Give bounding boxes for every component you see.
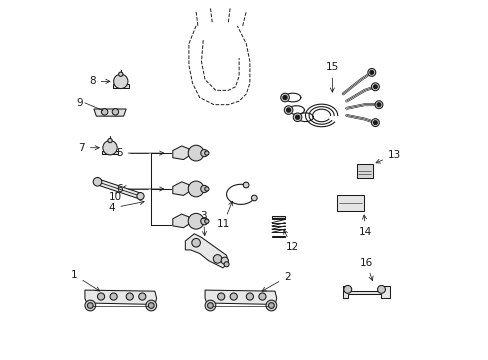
Text: 5: 5 bbox=[116, 148, 163, 158]
Circle shape bbox=[126, 293, 133, 300]
Circle shape bbox=[376, 103, 380, 107]
Text: 12: 12 bbox=[283, 230, 298, 252]
Circle shape bbox=[148, 303, 154, 309]
Circle shape bbox=[230, 293, 237, 300]
Circle shape bbox=[373, 121, 377, 125]
Circle shape bbox=[201, 218, 207, 225]
Polygon shape bbox=[172, 214, 188, 228]
Polygon shape bbox=[102, 150, 118, 154]
Bar bbox=[336, 195, 363, 211]
Circle shape bbox=[113, 74, 128, 89]
Text: 9: 9 bbox=[76, 98, 83, 108]
Circle shape bbox=[284, 106, 292, 114]
Circle shape bbox=[188, 145, 203, 161]
Circle shape bbox=[371, 119, 379, 127]
Text: 15: 15 bbox=[325, 62, 338, 92]
Circle shape bbox=[268, 303, 274, 309]
Circle shape bbox=[367, 68, 375, 76]
Text: 8: 8 bbox=[89, 76, 110, 86]
Text: 10: 10 bbox=[109, 192, 122, 202]
Circle shape bbox=[246, 293, 253, 300]
Polygon shape bbox=[85, 290, 156, 305]
Circle shape bbox=[369, 71, 373, 75]
Circle shape bbox=[137, 193, 144, 200]
Text: 3: 3 bbox=[200, 211, 206, 235]
Circle shape bbox=[221, 257, 228, 264]
Text: 2: 2 bbox=[262, 272, 290, 291]
Circle shape bbox=[213, 255, 222, 263]
Text: 1: 1 bbox=[71, 270, 100, 291]
Circle shape bbox=[265, 300, 276, 311]
Circle shape bbox=[295, 115, 299, 120]
Circle shape bbox=[85, 300, 96, 311]
Circle shape bbox=[102, 140, 117, 155]
Circle shape bbox=[108, 138, 112, 143]
Circle shape bbox=[224, 262, 228, 267]
Circle shape bbox=[280, 93, 289, 102]
Circle shape bbox=[110, 293, 117, 300]
Text: 6: 6 bbox=[116, 184, 163, 194]
Polygon shape bbox=[94, 109, 126, 116]
Text: 7: 7 bbox=[78, 143, 99, 153]
Bar bbox=[271, 216, 285, 218]
Circle shape bbox=[286, 108, 290, 112]
Bar bbox=[271, 235, 285, 237]
Circle shape bbox=[204, 219, 208, 224]
Circle shape bbox=[101, 109, 108, 115]
Circle shape bbox=[145, 300, 156, 311]
Circle shape bbox=[97, 293, 104, 300]
Text: 16: 16 bbox=[359, 258, 372, 280]
Circle shape bbox=[258, 293, 265, 300]
Circle shape bbox=[188, 213, 203, 229]
Bar bbox=[356, 164, 372, 178]
Circle shape bbox=[374, 101, 382, 109]
Text: 13: 13 bbox=[375, 150, 400, 163]
Polygon shape bbox=[172, 182, 188, 195]
Circle shape bbox=[243, 182, 248, 188]
Circle shape bbox=[293, 113, 301, 122]
Circle shape bbox=[373, 85, 377, 89]
Polygon shape bbox=[113, 84, 128, 88]
Circle shape bbox=[119, 72, 122, 76]
Circle shape bbox=[343, 285, 351, 293]
Polygon shape bbox=[172, 146, 188, 159]
Circle shape bbox=[377, 285, 385, 293]
Circle shape bbox=[204, 151, 208, 155]
Circle shape bbox=[251, 195, 257, 201]
Polygon shape bbox=[343, 286, 389, 298]
Circle shape bbox=[204, 300, 215, 311]
Circle shape bbox=[87, 303, 93, 309]
Polygon shape bbox=[204, 290, 276, 305]
Circle shape bbox=[282, 95, 286, 100]
Circle shape bbox=[201, 149, 207, 157]
Circle shape bbox=[217, 293, 224, 300]
Circle shape bbox=[188, 181, 203, 197]
Circle shape bbox=[204, 187, 208, 191]
Circle shape bbox=[93, 177, 102, 186]
Circle shape bbox=[191, 238, 200, 247]
Circle shape bbox=[371, 83, 379, 91]
Text: 11: 11 bbox=[216, 201, 232, 229]
Circle shape bbox=[207, 303, 213, 309]
Text: 4: 4 bbox=[108, 201, 144, 213]
Circle shape bbox=[201, 185, 207, 193]
Text: 14: 14 bbox=[359, 215, 372, 237]
Polygon shape bbox=[185, 234, 228, 268]
Circle shape bbox=[112, 109, 119, 115]
Circle shape bbox=[139, 293, 145, 300]
